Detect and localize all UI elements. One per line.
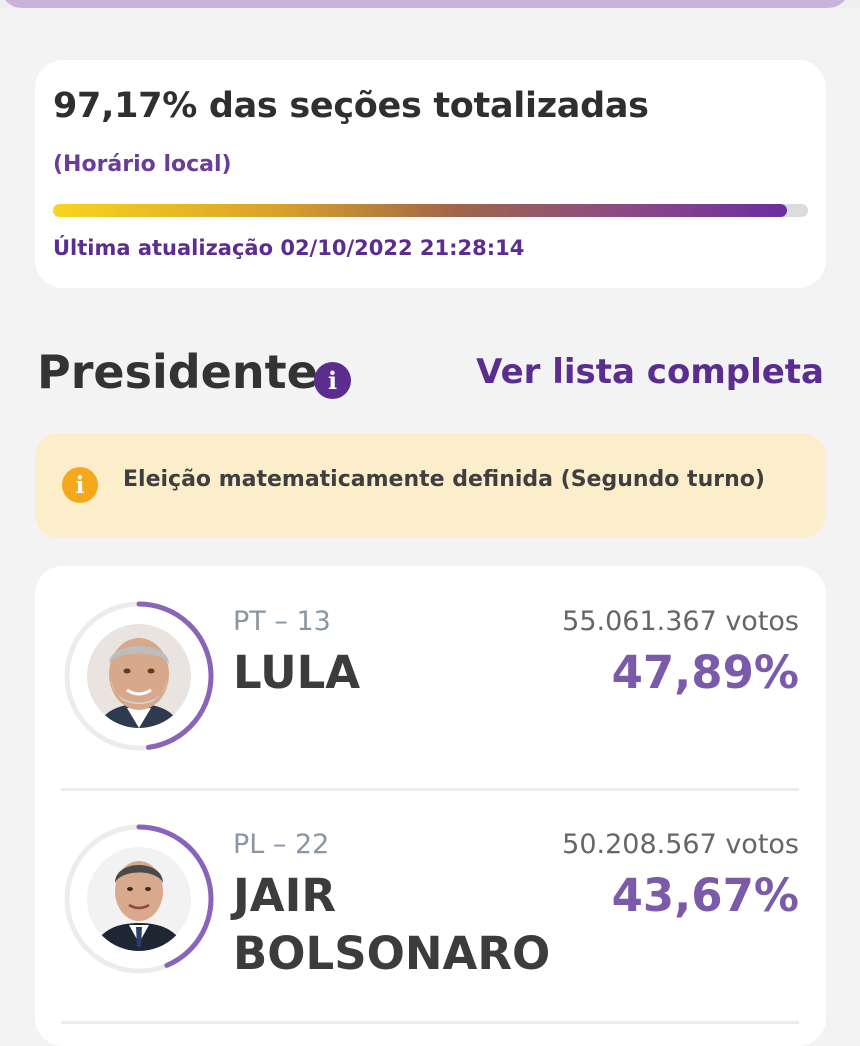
top-banner-bar (0, 0, 850, 8)
candidate-percent: 43,67% (611, 869, 799, 922)
candidate-votes: 55.061.367 votos (562, 606, 799, 637)
candidate-party: PL – 22 (233, 829, 330, 860)
candidate-name: LULA (233, 646, 361, 699)
vote-share-ring (64, 601, 214, 751)
vote-share-ring (64, 824, 214, 974)
alert-info-icon: i (62, 467, 98, 503)
candidate-photo (87, 624, 191, 728)
divider (61, 788, 799, 791)
candidate-percent: 47,89% (611, 646, 799, 699)
candidate-avatar (63, 823, 215, 975)
candidate-row[interactable]: PT – 13 LULA 55.061.367 votos 47,89% (35, 566, 826, 788)
see-full-list-link[interactable]: Ver lista completa (476, 352, 824, 392)
totalization-card: 97,17% das seções totalizadas (Horário l… (35, 60, 826, 288)
candidate-party: PT – 13 (233, 606, 331, 637)
info-icon[interactable]: i (314, 362, 351, 399)
candidate-name: JAIR BOLSONARO (233, 869, 551, 980)
divider (61, 1021, 799, 1024)
candidates-card: PT – 13 LULA 55.061.367 votos 47,89% (35, 566, 826, 1046)
totalization-title: 97,17% das seções totalizadas (53, 86, 649, 126)
top-banner (0, 0, 860, 8)
candidate-votes: 50.208.567 votos (562, 829, 799, 860)
candidate-avatar (63, 600, 215, 752)
election-status-alert: i Eleição matematicamente definida (Segu… (35, 433, 826, 538)
local-time-note: (Horário local) (53, 152, 232, 177)
section-title: Presidente (37, 345, 318, 399)
candidate-row[interactable]: PL – 22 JAIR BOLSONARO 50.208.567 votos … (35, 791, 826, 1021)
totalization-progress-bar (53, 204, 808, 217)
totalization-progress-fill (53, 204, 787, 217)
last-update-text: Última atualização 02/10/2022 21:28:14 (53, 236, 525, 260)
alert-text: Eleição matematicamente definida (Segund… (123, 467, 765, 492)
candidate-photo (87, 847, 191, 951)
